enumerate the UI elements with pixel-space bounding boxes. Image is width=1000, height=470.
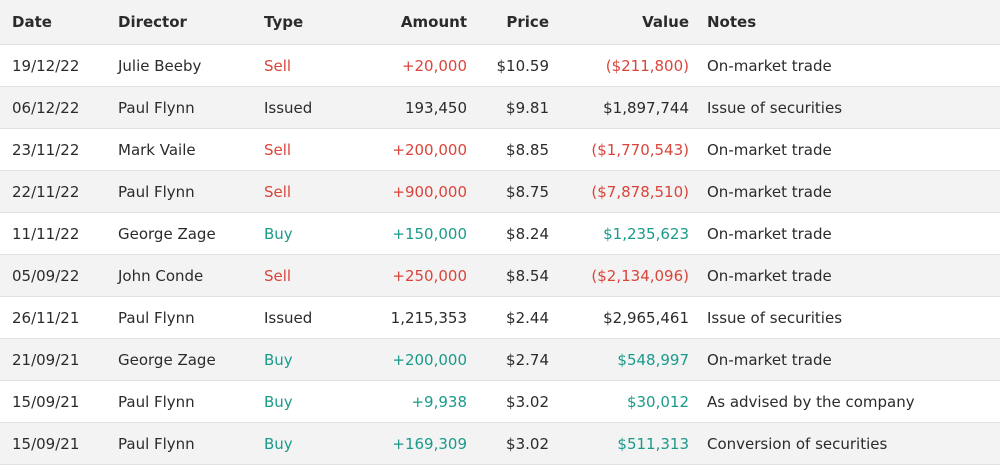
table-cell: $8.75 [467, 170, 549, 213]
table-cell: $9.81 [467, 86, 549, 129]
table-cell: +200,000 [324, 128, 467, 171]
table-body: 19/12/22 Julie Beeby Sell +20,000 $10.59 ($21… [0, 44, 1000, 465]
column-header: Type [264, 0, 324, 45]
table-row: 06/12/22 Paul Flynn Issued 193,450 $9.81 $1,8… [0, 86, 1000, 129]
table-cell: $548,997 [549, 338, 689, 381]
header-row: Date Director Type Amount Price Value Notes [0, 0, 1000, 45]
table-cell: +250,000 [324, 254, 467, 297]
table-row: 19/12/22 Julie Beeby Sell +20,000 $10.59 ($21… [0, 44, 1000, 87]
table-cell: Sell [264, 170, 324, 213]
table-cell: Issue of securities [689, 86, 1000, 129]
table-cell: 21/09/21 [0, 338, 118, 381]
table-cell: Paul Flynn [118, 422, 264, 465]
table-cell: On-market trade [689, 212, 1000, 255]
table-cell: Issued [264, 86, 324, 129]
table-cell: $10.59 [467, 44, 549, 87]
column-header: Amount [324, 0, 467, 45]
table-cell: Issued [264, 296, 324, 339]
table-cell: Buy [264, 422, 324, 465]
table-cell: Julie Beeby [118, 44, 264, 87]
table-row: 21/09/21 George Zage Buy +200,000 $2.74 $548,… [0, 338, 1000, 381]
table-cell: $2,965,461 [549, 296, 689, 339]
table-cell: +900,000 [324, 170, 467, 213]
table-cell: George Zage [118, 338, 264, 381]
column-header: Date [0, 0, 118, 45]
table-row: 11/11/22 George Zage Buy +150,000 $8.24 $1,23… [0, 212, 1000, 255]
table-cell: 26/11/21 [0, 296, 118, 339]
table-cell: ($1,770,543) [549, 128, 689, 171]
table-cell: On-market trade [689, 338, 1000, 381]
table-cell: 11/11/22 [0, 212, 118, 255]
table-cell: Mark Vaile [118, 128, 264, 171]
table-cell: As advised by the company [689, 380, 1000, 423]
table-cell: Conversion of securities [689, 422, 1000, 465]
table-cell: On-market trade [689, 254, 1000, 297]
table-cell: +20,000 [324, 44, 467, 87]
table-cell: +200,000 [324, 338, 467, 381]
table-cell: $8.24 [467, 212, 549, 255]
table-cell: John Conde [118, 254, 264, 297]
table-cell: Buy [264, 380, 324, 423]
table-cell: 15/09/21 [0, 380, 118, 423]
table-header: Date Director Type Amount Price Value Notes [0, 0, 1000, 45]
table-cell: $1,897,744 [549, 86, 689, 129]
table-cell: Buy [264, 338, 324, 381]
table-cell: +150,000 [324, 212, 467, 255]
table-cell: +9,938 [324, 380, 467, 423]
table-cell: On-market trade [689, 128, 1000, 171]
table-cell: On-market trade [689, 44, 1000, 87]
table-cell: $8.54 [467, 254, 549, 297]
table-cell: 1,215,353 [324, 296, 467, 339]
table-row: 26/11/21 Paul Flynn Issued 1,215,353 $2.44 $2… [0, 296, 1000, 339]
table-cell: 22/11/22 [0, 170, 118, 213]
table-cell: Paul Flynn [118, 86, 264, 129]
table-cell: $3.02 [467, 422, 549, 465]
table-cell: $3.02 [467, 380, 549, 423]
table-cell: 193,450 [324, 86, 467, 129]
table-cell: Paul Flynn [118, 296, 264, 339]
table-cell: $2.74 [467, 338, 549, 381]
table-cell: Sell [264, 128, 324, 171]
table-cell: $2.44 [467, 296, 549, 339]
table-row: 22/11/22 Paul Flynn Sell +900,000 $8.75 ($7,8… [0, 170, 1000, 213]
table-cell: $1,235,623 [549, 212, 689, 255]
table-cell: 15/09/21 [0, 422, 118, 465]
table-cell: $511,313 [549, 422, 689, 465]
table-cell: Sell [264, 254, 324, 297]
table-cell: $8.85 [467, 128, 549, 171]
table-cell: ($2,134,096) [549, 254, 689, 297]
table-cell: 19/12/22 [0, 44, 118, 87]
table-cell: ($211,800) [549, 44, 689, 87]
table-cell: +169,309 [324, 422, 467, 465]
table-cell: George Zage [118, 212, 264, 255]
table-cell: Buy [264, 212, 324, 255]
table-row: 15/09/21 Paul Flynn Buy +169,309 $3.02 $511,3… [0, 422, 1000, 465]
table-cell: Paul Flynn [118, 170, 264, 213]
table-row: 23/11/22 Mark Vaile Sell +200,000 $8.85 ($1,7… [0, 128, 1000, 171]
table-cell: 23/11/22 [0, 128, 118, 171]
column-header: Director [118, 0, 264, 45]
column-header: Notes [689, 0, 1000, 45]
column-header: Price [467, 0, 549, 45]
table-cell: On-market trade [689, 170, 1000, 213]
table-cell: 06/12/22 [0, 86, 118, 129]
column-header: Value [549, 0, 689, 45]
table-cell: $30,012 [549, 380, 689, 423]
table-cell: 05/09/22 [0, 254, 118, 297]
table-row: 15/09/21 Paul Flynn Buy +9,938 $3.02 $30,012 A… [0, 380, 1000, 423]
table-cell: ($7,878,510) [549, 170, 689, 213]
table-cell: Sell [264, 44, 324, 87]
table-row: 05/09/22 John Conde Sell +250,000 $8.54 ($2,1… [0, 254, 1000, 297]
table-cell: Issue of securities [689, 296, 1000, 339]
table-cell: Paul Flynn [118, 380, 264, 423]
